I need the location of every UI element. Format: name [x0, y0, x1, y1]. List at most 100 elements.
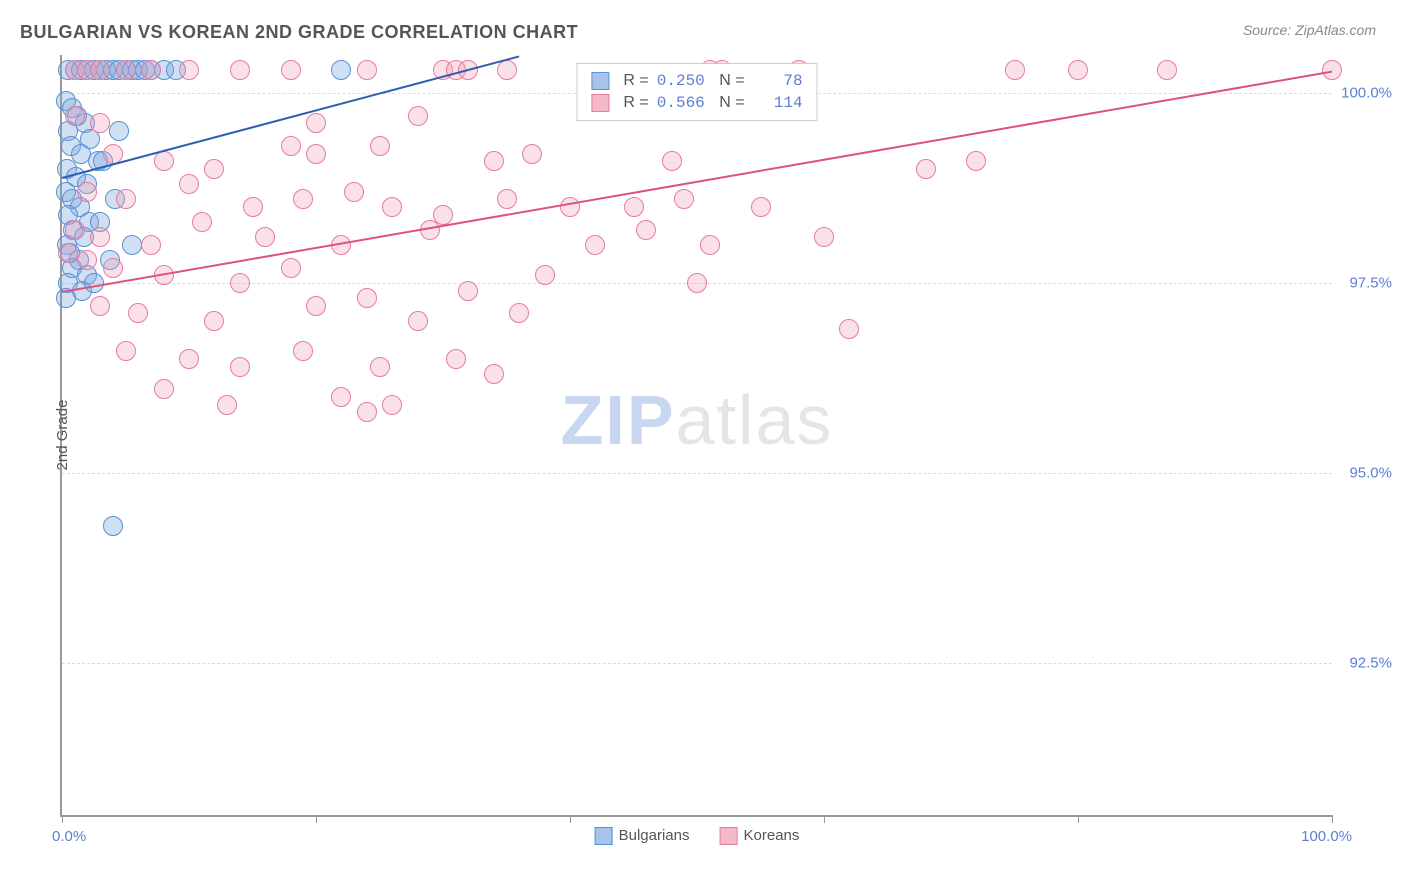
data-point: [687, 273, 707, 293]
data-point: [636, 220, 656, 240]
data-point: [560, 197, 580, 217]
legend-item: Koreans: [720, 827, 800, 845]
data-point: [204, 311, 224, 331]
data-point: [128, 303, 148, 323]
data-point: [306, 144, 326, 164]
x-tick: [1332, 815, 1333, 823]
data-point: [255, 227, 275, 247]
data-point: [1068, 60, 1088, 80]
data-point: [122, 235, 142, 255]
legend-series: Bulgarians Koreans: [595, 827, 800, 845]
data-point: [154, 151, 174, 171]
data-point: [814, 227, 834, 247]
data-point: [370, 136, 390, 156]
data-point: [382, 395, 402, 415]
data-point: [382, 197, 402, 217]
x-tick: [1078, 815, 1079, 823]
data-point: [230, 357, 250, 377]
data-point: [90, 60, 110, 80]
data-point: [458, 281, 478, 301]
x-max-label: 100.0%: [1301, 828, 1352, 845]
y-tick-label: 97.5%: [1349, 275, 1392, 292]
data-point: [484, 364, 504, 384]
data-point: [662, 151, 682, 171]
data-point: [357, 60, 377, 80]
data-point: [204, 159, 224, 179]
data-point: [141, 235, 161, 255]
data-point: [408, 106, 428, 126]
data-point: [331, 387, 351, 407]
data-point: [674, 189, 694, 209]
data-point: [141, 60, 161, 80]
data-point: [154, 379, 174, 399]
data-point: [306, 113, 326, 133]
data-point: [77, 250, 97, 270]
x-tick: [824, 815, 825, 823]
legend-row: R = 0.566 N = 114: [591, 92, 802, 114]
data-point: [230, 273, 250, 293]
data-point: [624, 197, 644, 217]
data-point: [179, 349, 199, 369]
data-point: [281, 60, 301, 80]
y-tick-label: 92.5%: [1349, 655, 1392, 672]
chart-title: BULGARIAN VS KOREAN 2ND GRADE CORRELATIO…: [20, 22, 578, 43]
legend-item: Bulgarians: [595, 827, 690, 845]
legend-swatch: [591, 72, 609, 90]
data-point: [700, 235, 720, 255]
data-point: [585, 235, 605, 255]
data-point: [484, 151, 504, 171]
watermark: ZIPatlas: [561, 380, 834, 460]
data-point: [293, 341, 313, 361]
data-point: [446, 349, 466, 369]
plot-area: 2nd Grade ZIPatlas R = 0.250 N = 78R = 0…: [60, 55, 1332, 817]
data-point: [522, 144, 542, 164]
x-min-label: 0.0%: [52, 828, 86, 845]
legend-row: R = 0.250 N = 78: [591, 70, 802, 92]
data-point: [109, 121, 129, 141]
data-point: [370, 357, 390, 377]
x-tick: [570, 815, 571, 823]
grid-line: [62, 473, 1332, 474]
data-point: [90, 227, 110, 247]
legend-correlation: R = 0.250 N = 78R = 0.566 N = 114: [576, 63, 817, 121]
data-point: [839, 319, 859, 339]
x-tick: [62, 815, 63, 823]
data-point: [966, 151, 986, 171]
data-point: [1157, 60, 1177, 80]
data-point: [65, 106, 85, 126]
y-tick-label: 100.0%: [1341, 85, 1392, 102]
data-point: [408, 311, 428, 331]
data-point: [509, 303, 529, 323]
data-point: [751, 197, 771, 217]
data-point: [331, 60, 351, 80]
data-point: [116, 60, 136, 80]
x-tick: [316, 815, 317, 823]
data-point: [192, 212, 212, 232]
source-label: Source: ZipAtlas.com: [1243, 22, 1376, 38]
data-point: [116, 341, 136, 361]
data-point: [497, 189, 517, 209]
data-point: [1322, 60, 1342, 80]
data-point: [90, 113, 110, 133]
data-point: [281, 136, 301, 156]
y-tick-label: 95.0%: [1349, 465, 1392, 482]
legend-label: Bulgarians: [619, 827, 690, 844]
data-point: [293, 189, 313, 209]
data-point: [179, 60, 199, 80]
data-point: [84, 273, 104, 293]
data-point: [179, 174, 199, 194]
data-point: [90, 296, 110, 316]
data-point: [344, 182, 364, 202]
grid-line: [62, 663, 1332, 664]
chart-container: BULGARIAN VS KOREAN 2ND GRADE CORRELATIO…: [0, 0, 1406, 892]
data-point: [357, 288, 377, 308]
data-point: [535, 265, 555, 285]
data-point: [357, 402, 377, 422]
data-point: [497, 60, 517, 80]
data-point: [103, 516, 123, 536]
legend-swatch: [720, 827, 738, 845]
y-axis-title: 2nd Grade: [54, 400, 71, 471]
data-point: [230, 60, 250, 80]
data-point: [243, 197, 263, 217]
data-point: [217, 395, 237, 415]
